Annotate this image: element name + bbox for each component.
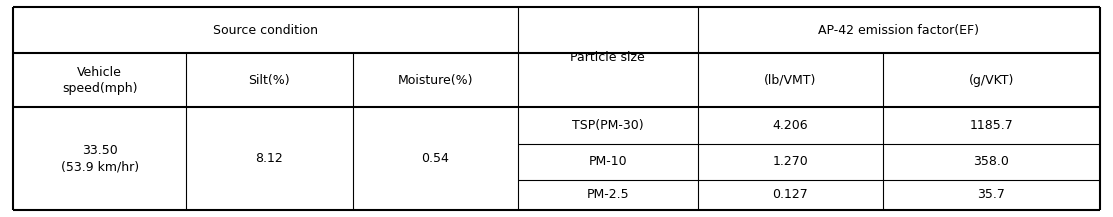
Text: 1.270: 1.270 — [772, 155, 808, 168]
Text: Particle size: Particle size — [570, 51, 646, 64]
Text: 358.0: 358.0 — [973, 155, 1009, 168]
Text: 8.12: 8.12 — [256, 152, 283, 165]
Text: Moisture(%): Moisture(%) — [397, 74, 473, 87]
Text: 4.206: 4.206 — [772, 119, 808, 132]
Text: TSP(PM-30): TSP(PM-30) — [572, 119, 643, 132]
Text: 1185.7: 1185.7 — [969, 119, 1013, 132]
Text: (g/VKT): (g/VKT) — [968, 74, 1014, 87]
Text: 35.7: 35.7 — [977, 188, 1005, 201]
Text: Vehicle
speed(mph): Vehicle speed(mph) — [62, 66, 137, 95]
Text: 0.54: 0.54 — [421, 152, 450, 165]
Text: Silt(%): Silt(%) — [248, 74, 290, 87]
Text: 33.50
(53.9 km/hr): 33.50 (53.9 km/hr) — [60, 144, 139, 173]
Text: PM-2.5: PM-2.5 — [587, 188, 629, 201]
Text: Source condition: Source condition — [213, 24, 318, 36]
Text: (lb/VMT): (lb/VMT) — [764, 74, 817, 87]
Text: PM-10: PM-10 — [589, 155, 627, 168]
Text: 0.127: 0.127 — [772, 188, 808, 201]
Text: AP-42 emission factor(EF): AP-42 emission factor(EF) — [818, 24, 979, 36]
